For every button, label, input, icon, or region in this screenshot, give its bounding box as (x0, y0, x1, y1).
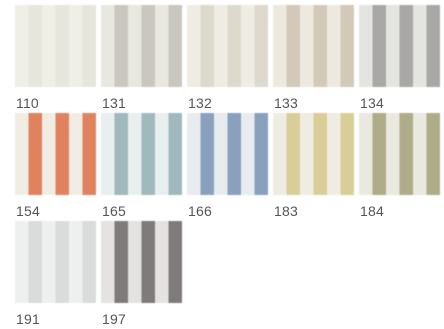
swatch-image[interactable] (15, 113, 96, 195)
swatch-item[interactable]: 110 (15, 5, 96, 113)
swatch-item[interactable]: 154 (15, 113, 96, 221)
swatch-code: 183 (274, 203, 298, 219)
swatch-code: 154 (16, 203, 40, 219)
swatch-image[interactable] (187, 113, 268, 195)
swatch-item[interactable]: 131 (101, 5, 182, 113)
swatch-item[interactable]: 132 (187, 5, 268, 113)
swatch-image[interactable] (273, 5, 354, 87)
swatch-code: 134 (360, 95, 384, 111)
swatch-image[interactable] (15, 221, 96, 303)
swatch-item[interactable]: 191 (15, 221, 96, 329)
swatch-image[interactable] (15, 5, 96, 87)
swatch-image[interactable] (101, 5, 182, 87)
swatch-code: 191 (16, 311, 40, 327)
swatch-image[interactable] (273, 113, 354, 195)
swatch-grid: 110 131 132 133 134 154 165 166 183 184 191 197 (15, 5, 440, 329)
swatch-image[interactable] (101, 221, 182, 303)
swatch-code: 184 (360, 203, 384, 219)
swatch-code: 131 (102, 95, 126, 111)
swatch-image[interactable] (101, 113, 182, 195)
swatch-code: 133 (274, 95, 298, 111)
swatch-item[interactable]: 197 (101, 221, 182, 329)
swatch-item[interactable]: 184 (359, 113, 440, 221)
swatch-image[interactable] (187, 5, 268, 87)
swatch-item[interactable]: 165 (101, 113, 182, 221)
swatch-code: 197 (102, 311, 126, 327)
swatch-code: 132 (188, 95, 212, 111)
swatch-code: 165 (102, 203, 126, 219)
swatch-code: 110 (16, 95, 39, 111)
swatch-item[interactable]: 166 (187, 113, 268, 221)
swatch-item[interactable]: 183 (273, 113, 354, 221)
swatch-item[interactable]: 133 (273, 5, 354, 113)
swatch-image[interactable] (359, 113, 440, 195)
swatch-item[interactable]: 134 (359, 5, 440, 113)
swatch-code: 166 (188, 203, 212, 219)
swatch-image[interactable] (359, 5, 440, 87)
